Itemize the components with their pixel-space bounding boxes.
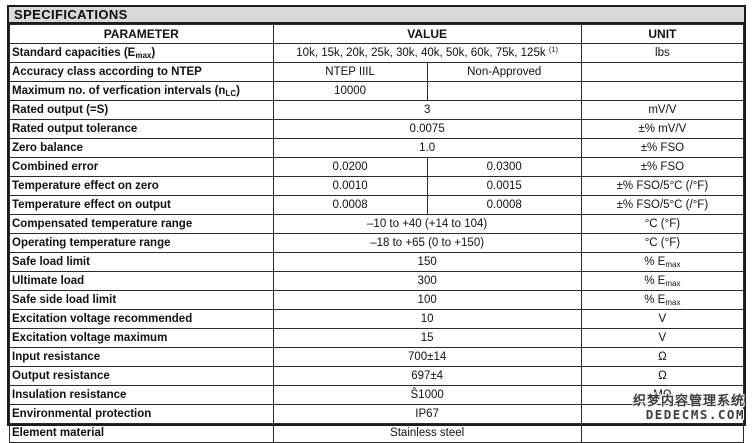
- value-cell: 15: [273, 329, 581, 348]
- header-value: VALUE: [273, 25, 581, 44]
- value-cell-left: 0.0200: [273, 158, 427, 177]
- value-cell-right: 0.0300: [427, 158, 581, 177]
- param-cell: Output resistance: [10, 367, 274, 386]
- param-cell: Accuracy class according to NTEP: [10, 63, 274, 82]
- table-row: Compensated temperature range–10 to +40 …: [10, 215, 744, 234]
- spec-table-body: Standard capacities (Emax)10k, 15k, 20k,…: [10, 44, 744, 443]
- spec-table: PARAMETER VALUE UNIT Standard capacities…: [9, 24, 744, 443]
- param-cell: Maximum no. of verfication intervals (nL…: [10, 82, 274, 101]
- value-cell: 700±14: [273, 348, 581, 367]
- param-cell: Excitation voltage recommended: [10, 310, 274, 329]
- unit-cell: [581, 63, 743, 82]
- value-cell-left: NTEP IIIL: [273, 63, 427, 82]
- value-cell-right: Non-Approved: [427, 63, 581, 82]
- header-unit: UNIT: [581, 25, 743, 44]
- table-row: Maximum no. of verfication intervals (nL…: [10, 82, 744, 101]
- param-cell: Input resistance: [10, 348, 274, 367]
- param-cell: Temperature effect on output: [10, 196, 274, 215]
- value-cell: –18 to +65 (0 to +150): [273, 234, 581, 253]
- unit-cell: % Emax: [581, 272, 743, 291]
- value-cell-right: 0.0008: [427, 196, 581, 215]
- value-cell: –10 to +40 (+14 to 104): [273, 215, 581, 234]
- value-cell: 300: [273, 272, 581, 291]
- unit-cell: Ω: [581, 348, 743, 367]
- param-cell: Safe load limit: [10, 253, 274, 272]
- param-cell: Environmental protection: [10, 405, 274, 424]
- unit-cell: ±% FSO/5°C (/°F): [581, 177, 743, 196]
- value-cell: 10: [273, 310, 581, 329]
- header-row: PARAMETER VALUE UNIT: [10, 25, 744, 44]
- param-cell: Temperature effect on zero: [10, 177, 274, 196]
- unit-cell: MΩ: [581, 386, 743, 405]
- param-cell: Zero balance: [10, 139, 274, 158]
- param-cell: Ultimate load: [10, 272, 274, 291]
- value-cell: 3: [273, 101, 581, 120]
- value-cell-left: 0.0010: [273, 177, 427, 196]
- unit-cell: V: [581, 329, 743, 348]
- value-cell: 100: [273, 291, 581, 310]
- value-cell: 150: [273, 253, 581, 272]
- spec-sheet: SPECIFICATIONS PARAMETER VALUE UNIT Stan…: [7, 5, 746, 426]
- unit-cell: % Emax: [581, 253, 743, 272]
- unit-cell: [581, 405, 743, 424]
- value-cell-left: 10000: [273, 82, 427, 101]
- value-cell: IP67: [273, 405, 581, 424]
- value-cell-left: 0.0008: [273, 196, 427, 215]
- unit-cell: ±% mV/V: [581, 120, 743, 139]
- table-row: Operating temperature range–18 to +65 (0…: [10, 234, 744, 253]
- unit-cell: Ω: [581, 367, 743, 386]
- value-cell: 10k, 15k, 20k, 25k, 30k, 40k, 50k, 60k, …: [273, 44, 581, 63]
- value-cell: Stainless steel: [273, 424, 581, 443]
- value-cell-right: 0.0015: [427, 177, 581, 196]
- param-cell: Combined error: [10, 158, 274, 177]
- unit-cell: °C (°F): [581, 215, 743, 234]
- param-cell: Element material: [10, 424, 274, 443]
- value-cell: Ŝ1000: [273, 386, 581, 405]
- param-cell: Rated output (=S): [10, 101, 274, 120]
- unit-cell: lbs: [581, 44, 743, 63]
- param-cell: Safe side load limit: [10, 291, 274, 310]
- param-cell: Excitation voltage maximum: [10, 329, 274, 348]
- value-cell: 0.0075: [273, 120, 581, 139]
- unit-cell: °C (°F): [581, 234, 743, 253]
- param-cell: Rated output tolerance: [10, 120, 274, 139]
- table-row: Standard capacities (Emax)10k, 15k, 20k,…: [10, 44, 744, 63]
- unit-cell: ±% FSO/5°C (/°F): [581, 196, 743, 215]
- param-cell: Insulation resistance: [10, 386, 274, 405]
- header-parameter: PARAMETER: [10, 25, 274, 44]
- param-cell: Compensated temperature range: [10, 215, 274, 234]
- unit-cell: [581, 424, 743, 443]
- unit-cell: V: [581, 310, 743, 329]
- unit-cell: % Emax: [581, 291, 743, 310]
- title-band: SPECIFICATIONS: [9, 7, 744, 24]
- page-title: SPECIFICATIONS: [14, 7, 128, 22]
- param-cell: Operating temperature range: [10, 234, 274, 253]
- param-cell: Standard capacities (Emax): [10, 44, 274, 63]
- unit-cell: ±% FSO: [581, 139, 743, 158]
- value-cell-right: [427, 82, 581, 101]
- value-cell: 697±4: [273, 367, 581, 386]
- value-cell: 1.0: [273, 139, 581, 158]
- unit-cell: [581, 82, 743, 101]
- unit-cell: ±% FSO: [581, 158, 743, 177]
- unit-cell: mV/V: [581, 101, 743, 120]
